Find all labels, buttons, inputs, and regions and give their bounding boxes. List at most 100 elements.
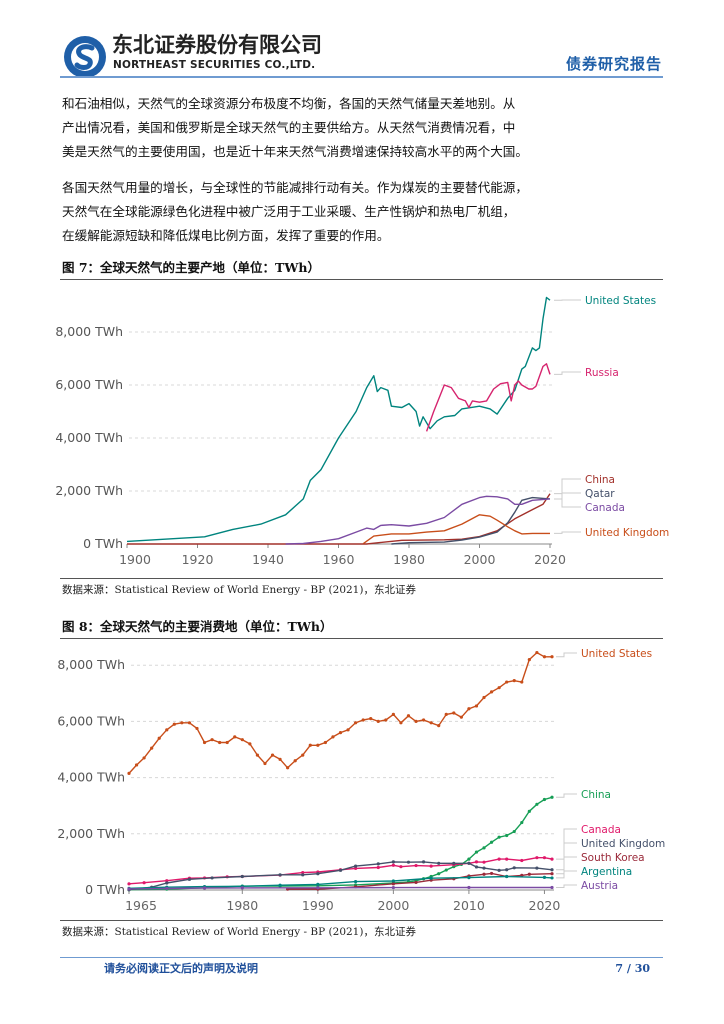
figure-7-source: 数据来源：Statistical Review of World Energy … xyxy=(62,584,416,596)
data-point xyxy=(497,686,501,690)
y-tick-label: 2,000 TWh xyxy=(55,483,123,498)
series-label: United States xyxy=(581,648,652,660)
data-point xyxy=(248,742,252,746)
data-point xyxy=(482,866,486,870)
label-leader-line xyxy=(554,531,581,534)
report-type: 债券研究报告 xyxy=(565,55,662,73)
x-tick-label: 2020 xyxy=(534,552,566,567)
data-point xyxy=(550,885,554,890)
data-point xyxy=(437,861,441,865)
data-point xyxy=(406,714,411,718)
data-point xyxy=(210,876,214,880)
data-point xyxy=(414,880,418,885)
data-point xyxy=(444,868,448,872)
label-leader-line xyxy=(556,842,577,871)
data-point xyxy=(467,857,471,861)
data-point xyxy=(550,876,554,880)
y-tick-label: 8,000 TWh xyxy=(55,324,123,339)
label-leader-line xyxy=(554,498,581,508)
figure-8-bottom-rule xyxy=(60,920,663,921)
company-name-cn: 东北证券股份有限公司 xyxy=(112,33,322,57)
x-tick-label: 1965 xyxy=(125,898,157,913)
data-point xyxy=(550,795,554,799)
y-tick-label: 4,000 TWh xyxy=(57,770,125,785)
label-leader-line xyxy=(554,371,581,375)
data-point xyxy=(452,861,456,865)
data-point xyxy=(391,886,395,890)
data-point xyxy=(157,736,161,740)
figure-8-title: 图 8：全球天然气的主要消费地（单位：TWh） xyxy=(62,619,333,634)
data-point xyxy=(550,868,554,872)
data-point xyxy=(301,873,305,877)
data-point xyxy=(187,877,192,881)
data-point xyxy=(482,860,486,864)
data-point xyxy=(354,879,358,884)
series-label: United Kingdom xyxy=(585,527,669,539)
data-point xyxy=(505,680,509,684)
data-point xyxy=(225,740,229,745)
page-number: 7 / 30 xyxy=(615,962,650,975)
data-point xyxy=(505,833,509,838)
data-point xyxy=(150,746,154,750)
data-point xyxy=(376,865,380,870)
x-tick-label: 2000 xyxy=(464,552,496,567)
data-point xyxy=(535,866,539,870)
y-tick-label: 6,000 TWh xyxy=(55,377,123,392)
data-point xyxy=(527,872,531,876)
y-tick-label: 0 TWh xyxy=(85,882,125,897)
data-point xyxy=(354,866,358,870)
figure-7-top-rule xyxy=(60,279,663,280)
data-point xyxy=(482,695,486,700)
data-point xyxy=(195,726,199,731)
x-tick-label: 1900 xyxy=(119,552,151,567)
data-point xyxy=(437,872,441,876)
data-point xyxy=(542,856,547,860)
data-point xyxy=(482,846,486,850)
data-point xyxy=(512,679,516,683)
data-point xyxy=(210,738,214,742)
data-point xyxy=(467,876,471,880)
data-point xyxy=(270,753,275,757)
production-chart: 0 TWh 2,000 TWh 4,000 TWh 6,000 TWh 8,000 TW… xyxy=(55,295,669,567)
company-name-en: NORTHEAST SECURITIES CO.,LTD. xyxy=(113,59,316,71)
data-point xyxy=(497,857,501,861)
series-label: China xyxy=(585,474,615,486)
data-point xyxy=(421,718,426,722)
data-point xyxy=(293,759,297,763)
data-point xyxy=(527,657,531,662)
data-point xyxy=(323,740,327,745)
consumption-chart: 0 TWh 2,000 TWh 4,000 TWh 6,000 TWh 8,000 TW… xyxy=(57,648,665,913)
data-point xyxy=(127,882,131,886)
data-point xyxy=(278,883,282,887)
series-label: Qatar xyxy=(585,488,615,500)
series-label: Canada xyxy=(581,824,621,836)
data-point xyxy=(255,753,260,757)
data-point xyxy=(165,881,169,885)
data-point xyxy=(180,721,184,725)
data-point xyxy=(376,862,380,866)
data-point xyxy=(308,743,312,747)
data-point xyxy=(459,715,463,719)
data-point xyxy=(467,707,471,711)
series-line-qatar xyxy=(391,496,551,545)
data-point xyxy=(391,863,395,867)
data-point xyxy=(127,771,131,775)
data-point xyxy=(505,874,509,879)
y-tick-label: 2,000 TWh xyxy=(57,826,125,841)
data-point xyxy=(361,718,365,722)
footer-disclaimer: 请务必阅读正文后的声明及说明 xyxy=(104,962,258,975)
data-point xyxy=(437,724,441,728)
data-point xyxy=(286,766,290,770)
text-line: 和石油相似，天然气的全球资源分布极度不均衡，各国的天然气储量天差地别。从 xyxy=(62,96,516,111)
data-point xyxy=(467,885,471,890)
data-point xyxy=(391,882,395,886)
data-point xyxy=(497,835,501,839)
label-leader-line xyxy=(556,870,577,879)
label-leader-line xyxy=(556,652,577,658)
data-point xyxy=(520,820,524,825)
data-point xyxy=(489,690,494,694)
data-point xyxy=(489,871,494,876)
data-point xyxy=(535,856,539,860)
data-point xyxy=(354,721,358,725)
data-point xyxy=(338,731,343,735)
